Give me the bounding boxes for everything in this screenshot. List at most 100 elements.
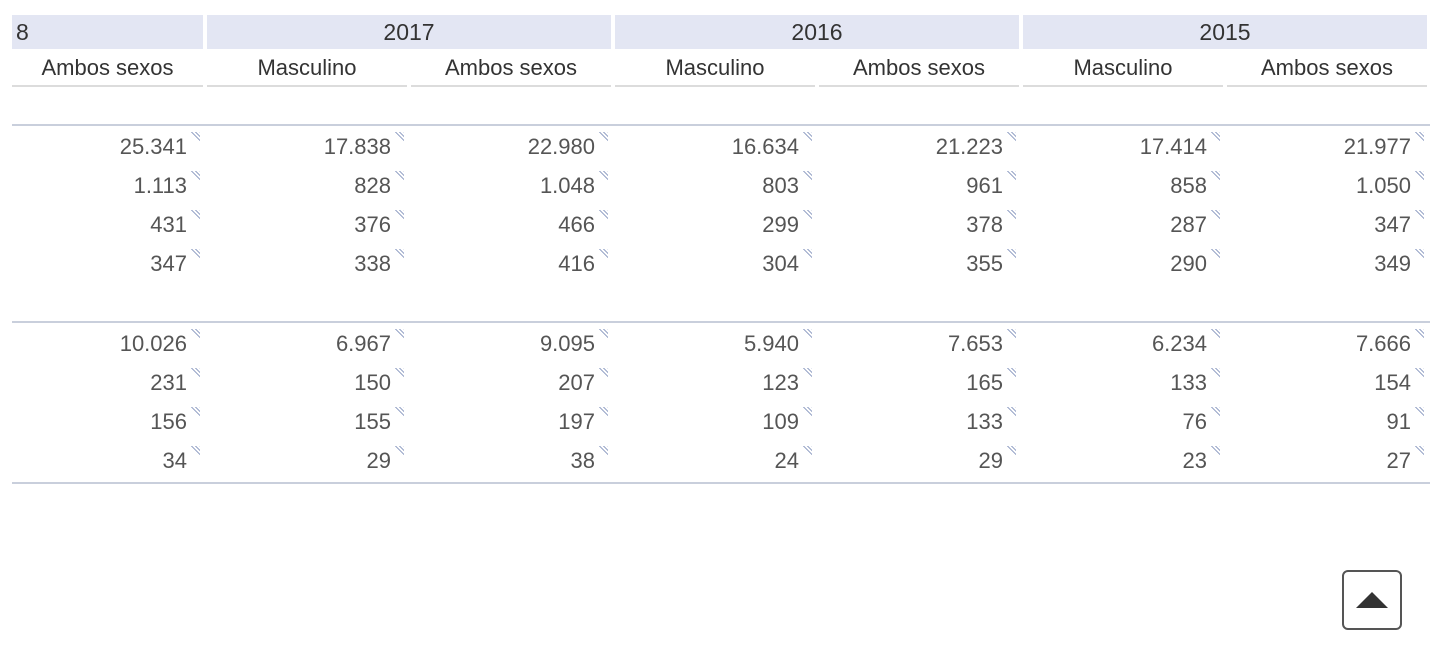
cell-value: 38 (570, 448, 595, 473)
column-header: Ambos sexos (1227, 49, 1427, 87)
table-cell: 416 (411, 244, 611, 283)
table-cell: 803 (615, 166, 815, 205)
cell-value: 7.666 (1355, 331, 1411, 356)
cell-value: 466 (558, 212, 595, 237)
table-cell: 1.113 (12, 166, 203, 205)
cell-value: 376 (354, 212, 391, 237)
table-cell: 27 (1227, 441, 1427, 480)
table-cell: 165 (819, 363, 1019, 402)
column-header: Masculino (207, 49, 407, 87)
cell-value: 150 (354, 370, 391, 395)
up-arrow-icon (1356, 592, 1388, 608)
cell-value: 154 (1374, 370, 1411, 395)
table-cell: 10.026 (12, 324, 203, 363)
cell-value: 91 (1386, 409, 1411, 434)
cell-value: 378 (966, 212, 1003, 237)
table-cell: 376 (207, 205, 407, 244)
table-cell: 17.414 (1023, 127, 1223, 166)
cell-value: 416 (558, 251, 595, 276)
cell-value: 22.980 (527, 134, 595, 159)
column-header: Masculino (1023, 49, 1223, 87)
table-cell: 197 (411, 402, 611, 441)
cell-value: 27 (1386, 448, 1411, 473)
table-cell: 29 (819, 441, 1019, 480)
cell-value: 299 (762, 212, 799, 237)
table-cell: 858 (1023, 166, 1223, 205)
table-cell: 109 (615, 402, 815, 441)
cell-value: 347 (1374, 212, 1411, 237)
table-cell: 17.838 (207, 127, 407, 166)
table-cell: 1.050 (1227, 166, 1427, 205)
cell-value: 431 (150, 212, 187, 237)
table-cell: 16.634 (615, 127, 815, 166)
cell-value: 21.977 (1343, 134, 1411, 159)
cell-value: 34 (162, 448, 187, 473)
table-bottom-rule (12, 482, 1430, 484)
table-cell: 21.223 (819, 127, 1019, 166)
table-cell: 299 (615, 205, 815, 244)
table-cell: 466 (411, 205, 611, 244)
column-header: Ambos sexos (411, 49, 611, 87)
table-cell: 287 (1023, 205, 1223, 244)
cell-value: 133 (966, 409, 1003, 434)
cell-value: 29 (366, 448, 391, 473)
cell-value: 24 (774, 448, 799, 473)
cell-value: 156 (150, 409, 187, 434)
cell-value: 1.048 (539, 173, 595, 198)
cell-value: 17.838 (323, 134, 391, 159)
cell-value: 16.634 (731, 134, 799, 159)
table-cell: 431 (12, 205, 203, 244)
cell-value: 123 (762, 370, 799, 395)
cell-value: 7.653 (947, 331, 1003, 356)
cell-value: 290 (1170, 251, 1207, 276)
section-divider (12, 321, 1430, 323)
table-cell: 154 (1227, 363, 1427, 402)
cell-value: 76 (1182, 409, 1207, 434)
table-cell: 24 (615, 441, 815, 480)
cell-value: 349 (1374, 251, 1411, 276)
table-cell: 5.940 (615, 324, 815, 363)
cell-value: 29 (978, 448, 1003, 473)
table-cell: 828 (207, 166, 407, 205)
table-cell: 304 (615, 244, 815, 283)
cell-value: 803 (762, 173, 799, 198)
table-cell: 22.980 (411, 127, 611, 166)
scroll-to-top-button[interactable] (1342, 570, 1402, 630)
column-header: Masculino (615, 49, 815, 87)
table-cell: 133 (1023, 363, 1223, 402)
cell-value: 9.095 (539, 331, 595, 356)
table-cell: 6.234 (1023, 324, 1223, 363)
cell-value: 828 (354, 173, 391, 198)
year-header: 2017 (207, 15, 611, 49)
cell-value: 287 (1170, 212, 1207, 237)
cell-value: 1.050 (1355, 173, 1411, 198)
table-cell: 290 (1023, 244, 1223, 283)
cell-value: 347 (150, 251, 187, 276)
table-cell: 231 (12, 363, 203, 402)
table-cell: 23 (1023, 441, 1223, 480)
year-header: 2016 (615, 15, 1019, 49)
table-cell: 156 (12, 402, 203, 441)
table-cell: 961 (819, 166, 1019, 205)
table-cell: 29 (207, 441, 407, 480)
table-cell: 378 (819, 205, 1019, 244)
section-divider (12, 124, 1430, 126)
cell-value: 858 (1170, 173, 1207, 198)
cell-value: 961 (966, 173, 1003, 198)
table-cell: 150 (207, 363, 407, 402)
cell-value: 207 (558, 370, 595, 395)
table-cell: 21.977 (1227, 127, 1427, 166)
year-header: 2015 (1023, 15, 1427, 49)
table-cell: 347 (12, 244, 203, 283)
table-cell: 347 (1227, 205, 1427, 244)
table-cell: 349 (1227, 244, 1427, 283)
table-cell: 133 (819, 402, 1019, 441)
table-cell: 6.967 (207, 324, 407, 363)
table-cell: 91 (1227, 402, 1427, 441)
cell-value: 5.940 (743, 331, 799, 356)
cell-value: 21.223 (935, 134, 1003, 159)
table-cell: 7.666 (1227, 324, 1427, 363)
table-cell: 38 (411, 441, 611, 480)
table-cell: 1.048 (411, 166, 611, 205)
